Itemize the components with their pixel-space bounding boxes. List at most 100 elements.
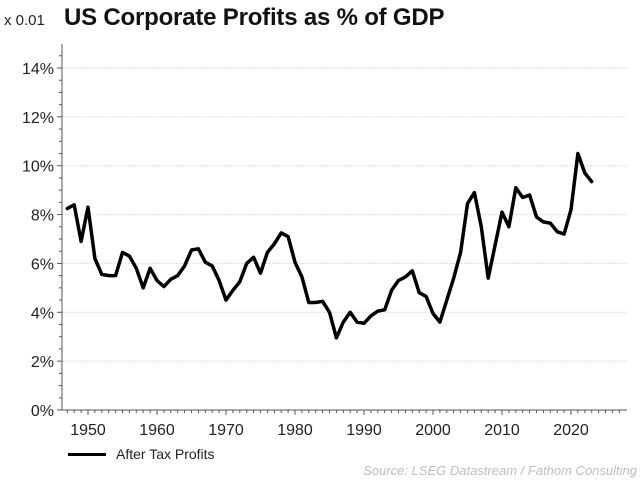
data-point-1968 (211, 264, 214, 267)
data-point-2023 (590, 180, 593, 183)
axes (57, 44, 627, 415)
data-point-1999 (425, 295, 428, 298)
legend-label-after-tax-profits: After Tax Profits (116, 446, 215, 462)
data-point-1976 (266, 251, 269, 254)
data-point-1959 (149, 267, 152, 270)
data-point-2009 (494, 244, 497, 247)
x-tick-label: 2010 (484, 422, 520, 439)
data-point-2022 (583, 172, 586, 175)
data-point-2005 (466, 202, 469, 205)
data-point-2001 (438, 321, 441, 324)
data-point-1965 (190, 248, 193, 251)
data-point-1987 (342, 321, 345, 324)
y-tick-labels: 0% 2% 4% 6% 8% 10% 12% 14% (22, 61, 54, 420)
unit-label: x 0.01 (4, 12, 45, 29)
gridlines (62, 67, 627, 362)
data-point-1997 (411, 269, 414, 272)
data-point-1988 (349, 311, 352, 314)
x-tick-label: 1990 (346, 422, 382, 439)
data-point-2014 (528, 194, 531, 197)
data-point-1978 (280, 231, 283, 234)
data-point-1954 (114, 274, 117, 277)
y-tick-label: 14% (22, 61, 54, 78)
data-point-1992 (376, 310, 379, 313)
y-tick-label: 8% (31, 208, 54, 225)
data-point-1961 (162, 285, 165, 288)
y-tick-label: 2% (31, 354, 54, 371)
data-point-1970 (225, 299, 228, 302)
x-tick-label: 1970 (208, 422, 244, 439)
data-point-1977 (273, 242, 276, 245)
x-tick-label: 1980 (277, 422, 313, 439)
data-point-1956 (128, 255, 131, 258)
data-point-1950 (87, 206, 90, 209)
data-point-1960 (156, 279, 159, 282)
y-tick-label: 4% (31, 305, 54, 322)
chart-title: US Corporate Profits as % of GDP (64, 4, 445, 31)
data-point-1962 (169, 278, 172, 281)
data-point-2021 (576, 152, 579, 155)
data-point-1953 (107, 274, 110, 277)
data-point-1955 (121, 251, 124, 254)
data-point-1949 (80, 240, 83, 243)
data-point-2018 (556, 230, 559, 233)
data-point-1975 (259, 272, 262, 275)
data-point-1984 (321, 300, 324, 303)
x-tick-label: 2020 (553, 422, 589, 439)
y-tick-label: 6% (31, 256, 54, 273)
data-point-2007 (480, 225, 483, 228)
data-point-1947 (66, 207, 69, 210)
data-point-2008 (487, 277, 490, 280)
data-point-1996 (404, 275, 407, 278)
data-point-2000 (432, 312, 435, 315)
data-point-2003 (452, 277, 455, 280)
source-note: Source: LSEG Datastream / Fathom Consult… (363, 463, 637, 478)
data-point-2002 (445, 299, 448, 302)
data-point-1989 (356, 321, 359, 324)
data-point-1967 (204, 261, 207, 264)
data-point-1979 (287, 235, 290, 238)
x-tick-label: 1950 (70, 422, 106, 439)
data-point-2006 (473, 191, 476, 194)
data-point-1957 (135, 267, 138, 270)
data-point-1995 (397, 279, 400, 282)
data-point-1993 (383, 308, 386, 311)
data-point-1964 (183, 264, 186, 267)
series-line-after-tax-profits (65, 151, 594, 340)
data-point-1990 (363, 322, 366, 325)
x-tick-label: 1960 (139, 422, 175, 439)
data-point-2017 (549, 222, 552, 225)
data-point-1998 (418, 291, 421, 294)
data-point-2010 (501, 211, 504, 214)
x-tick-labels: 1950 1960 1970 1980 1990 2000 2010 2020 (70, 422, 589, 439)
data-point-1980 (294, 261, 297, 264)
data-point-1986 (335, 336, 338, 339)
data-point-1972 (238, 280, 241, 283)
data-point-1969 (218, 279, 221, 282)
data-point-2012 (514, 186, 517, 189)
data-point-1952 (100, 273, 103, 276)
data-point-1958 (142, 286, 145, 289)
data-point-2015 (535, 216, 538, 219)
series-layer (65, 151, 594, 340)
legend: After Tax Profits (68, 446, 215, 462)
data-point-1973 (245, 262, 248, 265)
data-point-1951 (93, 257, 96, 260)
x-tick-label: 2000 (415, 422, 451, 439)
data-point-1985 (328, 311, 331, 314)
data-point-2004 (459, 251, 462, 254)
y-tick-label: 10% (22, 159, 54, 176)
data-point-1971 (231, 289, 234, 292)
data-point-2016 (542, 220, 545, 223)
data-point-2013 (521, 196, 524, 199)
y-tick-label: 0% (31, 403, 54, 420)
data-point-1974 (252, 256, 255, 259)
legend-swatch-after-tax-profits (68, 452, 106, 456)
data-point-1948 (73, 203, 76, 206)
data-point-2011 (507, 225, 510, 228)
data-point-1982 (307, 301, 310, 304)
y-tick-label: 12% (22, 110, 54, 127)
data-point-1994 (390, 289, 393, 292)
data-point-1963 (176, 274, 179, 277)
